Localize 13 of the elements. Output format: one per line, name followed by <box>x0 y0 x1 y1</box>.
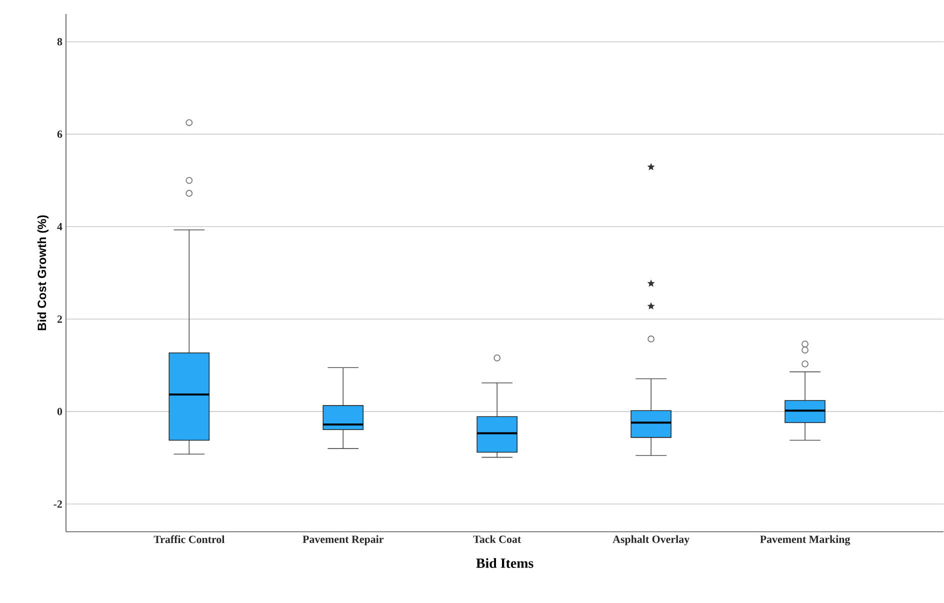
x-tick-label: Pavement Marking <box>760 535 850 546</box>
y-tick-label: 0 <box>57 408 62 416</box>
x-tick-label: Asphalt Overlay <box>612 535 690 546</box>
y-tick-label: -2 <box>54 500 62 508</box>
y-axis-title: Bid Cost Growth (%) <box>37 216 48 330</box>
x-tick-label: Tack Coat <box>473 535 522 544</box>
x-axis-title: Bid Items <box>476 558 534 568</box>
y-tick-label: 8 <box>57 38 62 46</box>
x-tick-label: Traffic Control <box>154 535 225 544</box>
x-tick-label: Pavement Repair <box>302 535 384 546</box>
y-tick-label: 6 <box>57 130 62 138</box>
y-tick-label: 4 <box>57 223 62 230</box>
y-tick-label: 2 <box>57 316 62 323</box>
